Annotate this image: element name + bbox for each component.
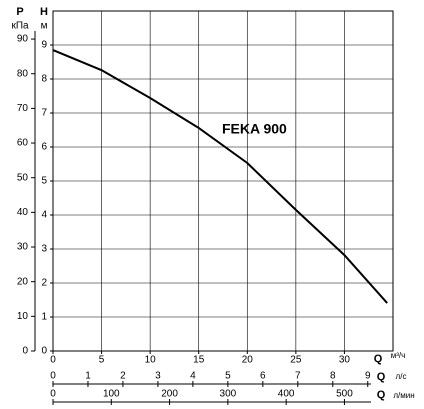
y-tick-label: 3 <box>41 244 47 255</box>
y-tick-label: 7 <box>41 108 47 119</box>
y2-tick-label: 10 <box>17 311 29 322</box>
x-tick-label: 5 <box>99 355 105 366</box>
x2-tick-label: 9 <box>365 371 371 382</box>
x-tick-label: 30 <box>339 355 351 366</box>
x3-label: Q <box>377 389 386 401</box>
y-tick-label: 8 <box>41 74 47 85</box>
x2-tick-label: 6 <box>260 371 266 382</box>
x3-tick-label: 300 <box>220 389 237 400</box>
y2-label: P <box>16 6 23 18</box>
x-tick-label: 0 <box>50 355 56 366</box>
x-tick-label: 10 <box>145 355 157 366</box>
y2-unit: кПа <box>11 21 29 32</box>
y2-tick-label: 30 <box>17 242 29 253</box>
x2-tick-label: 7 <box>295 371 301 382</box>
y2-tick-label: 40 <box>17 207 29 218</box>
x-tick-label: 20 <box>242 355 254 366</box>
x2-tick-label: 8 <box>330 371 336 382</box>
annotation: FEKA 900 <box>222 121 287 137</box>
y-tick-label: 6 <box>41 142 47 153</box>
x-unit: м³/ч <box>391 351 406 360</box>
x-tick-label: 15 <box>193 355 205 366</box>
y2-tick-label: 80 <box>17 68 29 79</box>
x3-tick-label: 100 <box>103 389 120 400</box>
y-tick-label: 2 <box>41 278 47 289</box>
x3-tick-label: 0 <box>50 389 56 400</box>
x3-unit: л/мин <box>393 391 414 400</box>
y2-tick-label: 0 <box>22 346 28 357</box>
y-tick-label: 5 <box>41 176 47 187</box>
x-label: Q <box>374 353 383 365</box>
plot-frame <box>52 10 394 352</box>
x-tick-label: 25 <box>290 355 302 366</box>
y-label: H <box>40 6 48 18</box>
x2-tick-label: 0 <box>50 371 56 382</box>
y2-tick-label: 60 <box>17 138 29 149</box>
x2-label: Q <box>377 371 386 383</box>
x2-tick-label: 2 <box>120 371 126 382</box>
x3-tick-label: 400 <box>278 389 295 400</box>
y2-tick-label: 50 <box>17 172 29 183</box>
x3-tick-label: 200 <box>161 389 178 400</box>
y-unit: м <box>41 21 48 32</box>
x3-tick-label: 500 <box>336 389 353 400</box>
x2-tick-label: 1 <box>85 371 91 382</box>
y2-tick-label: 20 <box>17 276 29 287</box>
y2-tick-label: 90 <box>17 34 29 45</box>
y-tick-label: 0 <box>41 346 47 357</box>
x2-tick-label: 3 <box>155 371 161 382</box>
y2-tick-label: 70 <box>17 103 29 114</box>
x2-tick-label: 4 <box>190 371 196 382</box>
y-tick-label: 4 <box>41 210 47 221</box>
x2-tick-label: 5 <box>225 371 231 382</box>
y-tick-label: 1 <box>41 312 47 323</box>
y-tick-label: 9 <box>41 40 47 51</box>
curve <box>52 49 388 304</box>
x2-unit: л/с <box>396 372 407 381</box>
